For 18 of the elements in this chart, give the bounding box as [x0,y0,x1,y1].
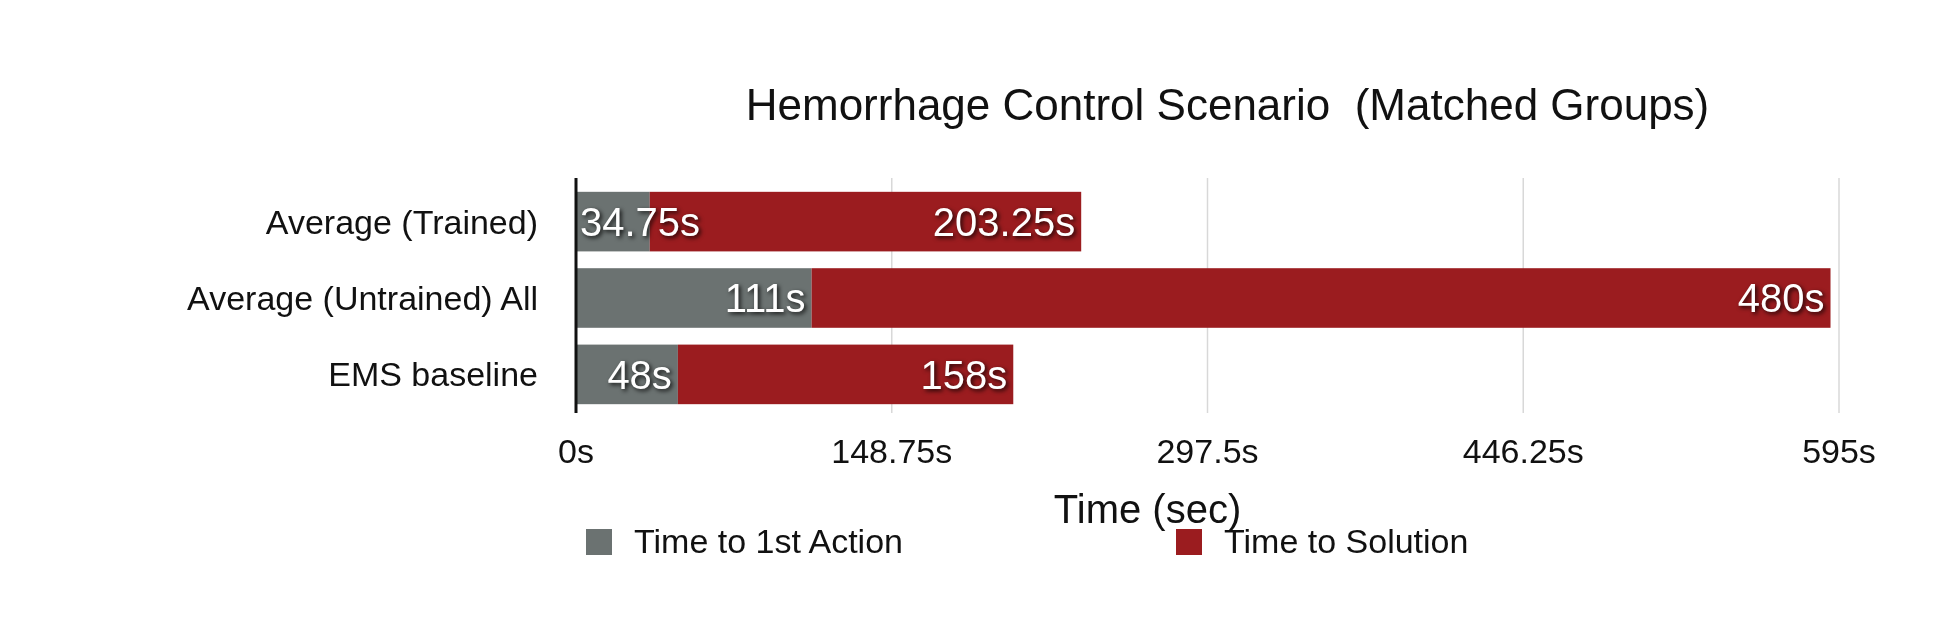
bar [811,268,1831,328]
y-tick-label: EMS baseline [328,355,538,394]
legend-label: Time to 1st Action [634,522,903,560]
bar [576,268,812,328]
data-label: 480s [1737,276,1825,321]
x-tick-label: 446.25s [1462,432,1584,470]
y-tick-label: Average (Untrained) All [187,279,538,317]
data-label: 158s [920,352,1008,397]
x-tick-label: 297.5s [1156,432,1259,470]
data-label: 203.25s [932,200,1076,245]
x-tick-label: 148.75s [831,432,953,470]
data-label: 48s [607,352,672,397]
bar [677,344,1014,405]
x-tick-label: 0s [558,432,594,470]
data-label: 111s [724,276,806,321]
y-tick-label: Average (Trained) [265,202,538,241]
x-tick-label: 595s [1802,432,1876,470]
chart-title: Hemorrhage Control Scenario (Matched Groups) [745,80,1710,129]
